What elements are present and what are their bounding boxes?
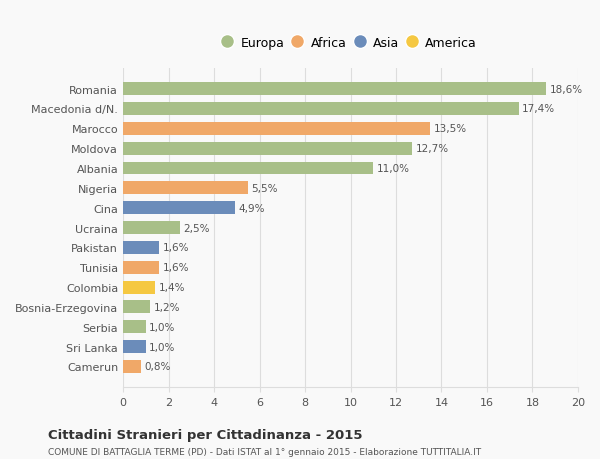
Bar (123, 83, 546, 96)
Bar (123, 341, 146, 353)
Text: 1,0%: 1,0% (149, 322, 176, 332)
Bar (123, 321, 146, 334)
Bar (123, 222, 180, 235)
Text: 1,0%: 1,0% (149, 342, 176, 352)
Text: COMUNE DI BATTAGLIA TERME (PD) - Dati ISTAT al 1° gennaio 2015 - Elaborazione TU: COMUNE DI BATTAGLIA TERME (PD) - Dati IS… (48, 448, 481, 456)
Bar (123, 202, 235, 215)
Bar (123, 162, 373, 175)
Bar (123, 103, 519, 116)
Text: 13,5%: 13,5% (434, 124, 467, 134)
Text: 4,9%: 4,9% (238, 203, 265, 213)
Bar (123, 261, 160, 274)
Bar (123, 182, 248, 195)
Bar (123, 301, 151, 313)
Text: 1,6%: 1,6% (163, 263, 190, 273)
Bar (123, 241, 160, 254)
Text: 1,4%: 1,4% (158, 282, 185, 292)
Text: 12,7%: 12,7% (415, 144, 448, 154)
Text: 17,4%: 17,4% (522, 104, 556, 114)
Text: Cittadini Stranieri per Cittadinanza - 2015: Cittadini Stranieri per Cittadinanza - 2… (48, 428, 362, 442)
Legend: Europa, Africa, Asia, America: Europa, Africa, Asia, America (220, 33, 481, 54)
Bar (123, 142, 412, 155)
Bar (123, 360, 142, 373)
Text: 11,0%: 11,0% (377, 163, 410, 174)
Text: 1,6%: 1,6% (163, 243, 190, 253)
Text: 1,2%: 1,2% (154, 302, 181, 312)
Text: 5,5%: 5,5% (251, 184, 278, 193)
Text: 2,5%: 2,5% (184, 223, 210, 233)
Bar (123, 123, 430, 135)
Bar (123, 281, 155, 294)
Text: 18,6%: 18,6% (550, 84, 583, 95)
Text: 0,8%: 0,8% (145, 362, 171, 372)
